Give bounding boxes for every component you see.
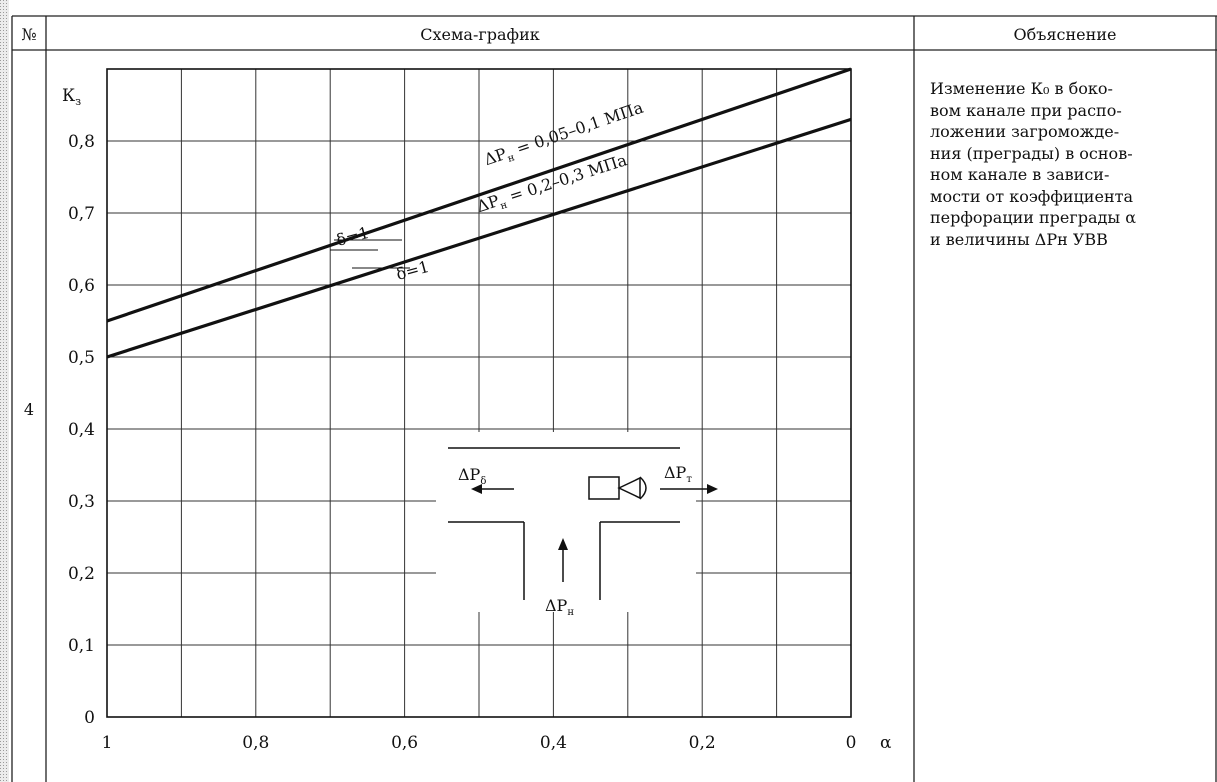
grid-vertical — [180, 69, 778, 717]
x-tick-label: 0,4 — [540, 733, 567, 753]
table-frame — [11, 15, 1217, 782]
x-tick-label: 1 — [102, 733, 113, 753]
inset-arrows — [471, 484, 718, 582]
series-line-1 — [106, 67, 852, 323]
inset-source-icon — [588, 476, 647, 500]
series-lines — [106, 67, 852, 359]
y-tick-label: 0,4 — [68, 420, 95, 440]
inset-label-forward: ΔРт — [664, 463, 692, 485]
y-tick-label: 0,1 — [68, 636, 95, 656]
scan-edge — [0, 0, 9, 782]
annotation-delta-upper: δ=1 — [334, 223, 371, 250]
y-tick-label: 0,6 — [68, 276, 95, 296]
row-number: 4 — [24, 400, 34, 419]
explanation-line: и величины ΔРн УВВ — [930, 229, 1108, 249]
plot-frame — [106, 68, 852, 718]
explanation-line: мости от коэффициента — [930, 186, 1133, 206]
explanation-text: Изменение К₀ в боко-вом канале при распо… — [930, 78, 1212, 250]
x-tick-labels: 1 0,8 0,6 0,4 0,2 0 — [102, 733, 857, 753]
y-axis-label: Кз — [62, 86, 81, 108]
explanation-line: ложении загроможде- — [930, 122, 1120, 141]
inset-channel — [448, 447, 680, 600]
y-tick-labels: 0 0,1 0,2 0,3 0,4 0,5 0,6 0,7 0,8 — [68, 132, 95, 728]
explanation-line: Изменение К₀ в боко- — [930, 79, 1113, 98]
y-tick-label: 0 — [84, 708, 95, 728]
explanation-line: перфорации преграды α — [930, 208, 1137, 227]
x-tick-label: 0,8 — [242, 733, 269, 753]
header-number: № — [21, 25, 36, 44]
x-tick-label: 0,2 — [689, 733, 716, 753]
series-line-2 — [106, 117, 852, 359]
x-axis-label: α — [880, 733, 892, 753]
inset-label-side: ΔРδ — [458, 465, 486, 487]
header-chart: Схема-график — [420, 25, 539, 44]
explanation-line: вом канале при распо- — [930, 100, 1122, 120]
annotation-delta-lower: δ=1 — [394, 257, 431, 284]
x-tick-label: 0 — [846, 733, 857, 753]
y-tick-label: 0,5 — [68, 348, 95, 368]
y-tick-label: 0,8 — [68, 132, 95, 152]
x-tick-label: 0,6 — [391, 733, 418, 753]
inset-label-main: ΔРн — [545, 596, 574, 618]
header-explanation: Объяснение — [1014, 25, 1117, 44]
y-tick-label: 0,3 — [68, 492, 95, 512]
explanation-line: ном канале в зависи- — [930, 165, 1110, 184]
y-tick-label: 0,7 — [68, 204, 95, 224]
explanation-line: ния (преграды) в основ- — [930, 143, 1133, 163]
y-tick-label: 0,2 — [68, 564, 95, 584]
